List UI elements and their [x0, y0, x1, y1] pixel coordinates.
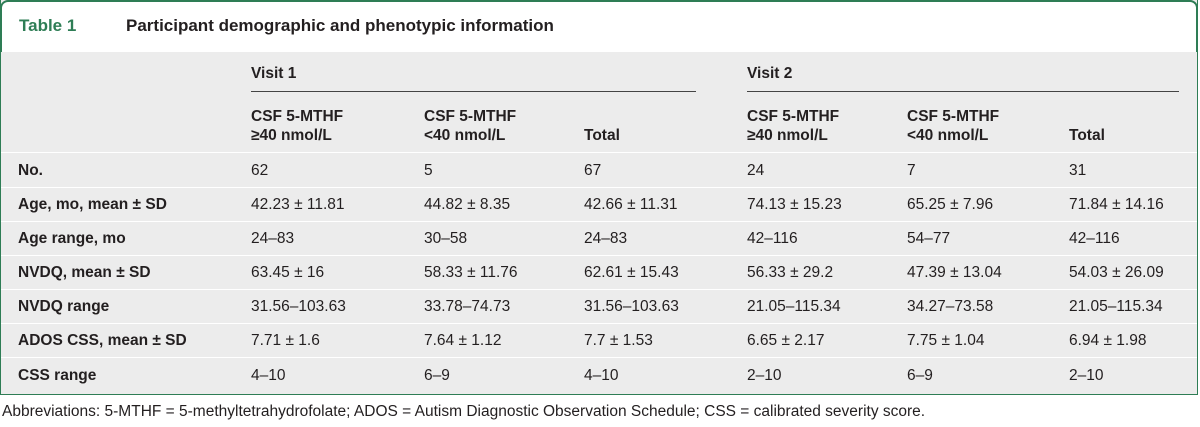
table-cell: 31.56–103.63 — [251, 298, 346, 315]
row-divider — [1, 255, 1197, 256]
group-header-visit-1: Visit 1 — [251, 65, 297, 82]
table-cell: 63.45 ± 16 — [251, 264, 325, 281]
table-cell: 6–9 — [424, 367, 450, 384]
table-cell: 24 — [747, 162, 765, 179]
table-cell: 2–10 — [747, 367, 782, 384]
table-cell: 47.39 ± 13.04 — [907, 264, 1002, 281]
table-cell: 7.7 ± 1.53 — [584, 332, 653, 349]
table-cell: 56.33 ± 29.2 — [747, 264, 834, 281]
row-divider — [1, 187, 1197, 188]
row-divider — [1, 152, 1197, 153]
table-cell: 5 — [424, 162, 433, 179]
column-header-line2: Total — [584, 127, 620, 144]
table-cell: 30–58 — [424, 230, 468, 247]
row-label: NVDQ, mean ± SD — [18, 264, 151, 281]
table-cell: 42.66 ± 11.31 — [584, 196, 678, 213]
row-label: Age range, mo — [18, 230, 126, 247]
group-rule-visit-1 — [251, 91, 696, 92]
table-cell: 31.56–103.63 — [584, 298, 679, 315]
row-label: NVDQ range — [18, 298, 110, 315]
row-divider — [1, 357, 1197, 358]
table-cell: 6–9 — [907, 367, 933, 384]
table-cell: 62.61 ± 15.43 — [584, 264, 679, 281]
group-rule-visit-2 — [747, 91, 1179, 92]
table-cell: 7.71 ± 1.6 — [251, 332, 320, 349]
row-label: No. — [18, 162, 43, 179]
table-cell: 58.33 ± 11.76 — [424, 264, 518, 281]
column-header-line2: <40 nmol/L — [907, 127, 989, 144]
column-header-line2: Total — [1069, 127, 1105, 144]
group-header-visit-2: Visit 2 — [747, 65, 793, 82]
table-cell: 33.78–74.73 — [424, 298, 511, 315]
table-cell: 21.05–115.34 — [1069, 298, 1163, 315]
table-cell: 74.13 ± 15.23 — [747, 196, 842, 213]
row-label: ADOS CSS, mean ± SD — [18, 332, 187, 349]
table-panel — [0, 0, 1198, 395]
column-header-line2: ≥40 nmol/L — [251, 127, 332, 144]
row-label: CSS range — [18, 367, 97, 384]
row-divider — [1, 289, 1197, 290]
table-cell: 54.03 ± 26.09 — [1069, 264, 1164, 281]
table-cell: 2–10 — [1069, 367, 1104, 384]
table-caption: Table 1 Participant demographic and phen… — [0, 0, 1198, 52]
table-cell: 4–10 — [251, 367, 286, 384]
row-divider — [1, 323, 1197, 324]
table-cell: 34.27–73.58 — [907, 298, 994, 315]
table-cell: 6.94 ± 1.98 — [1069, 332, 1147, 349]
column-header-line2: <40 nmol/L — [424, 127, 506, 144]
table-cell: 54–77 — [907, 230, 951, 247]
table-footnote: Abbreviations: 5-MTHF = 5-methyltetrahyd… — [2, 403, 926, 420]
table-cell: 4–10 — [584, 367, 619, 384]
column-header-line1: CSF 5-MTHF — [747, 108, 840, 125]
table-cell: 65.25 ± 7.96 — [907, 196, 994, 213]
table-cell: 21.05–115.34 — [747, 298, 841, 315]
column-header-line1: CSF 5-MTHF — [907, 108, 1000, 125]
table-cell: 42–116 — [747, 230, 798, 247]
table-cell: 24–83 — [584, 230, 628, 247]
table-cell: 7.64 ± 1.12 — [424, 332, 502, 349]
table-title: Participant demographic and phenotypic i… — [126, 16, 554, 35]
table-cell: 7.75 ± 1.04 — [907, 332, 985, 349]
table-cell: 67 — [584, 162, 602, 179]
table-cell: 42.23 ± 11.81 — [251, 196, 345, 213]
table-cell: 31 — [1069, 162, 1087, 179]
table-cell: 42–116 — [1069, 230, 1120, 247]
table-cell: 6.65 ± 2.17 — [747, 332, 825, 349]
table-cell: 44.82 ± 8.35 — [424, 196, 511, 213]
row-divider — [1, 221, 1197, 222]
column-header-line1: CSF 5-MTHF — [251, 108, 344, 125]
column-header-line2: ≥40 nmol/L — [747, 127, 828, 144]
table-number: Table 1 — [19, 16, 77, 35]
table-cell: 62 — [251, 162, 269, 179]
table-cell: 7 — [907, 162, 916, 179]
row-label: Age, mo, mean ± SD — [18, 196, 167, 213]
table-cell: 24–83 — [251, 230, 295, 247]
table-cell: 71.84 ± 14.16 — [1069, 196, 1164, 213]
column-header-line1: CSF 5-MTHF — [424, 108, 517, 125]
